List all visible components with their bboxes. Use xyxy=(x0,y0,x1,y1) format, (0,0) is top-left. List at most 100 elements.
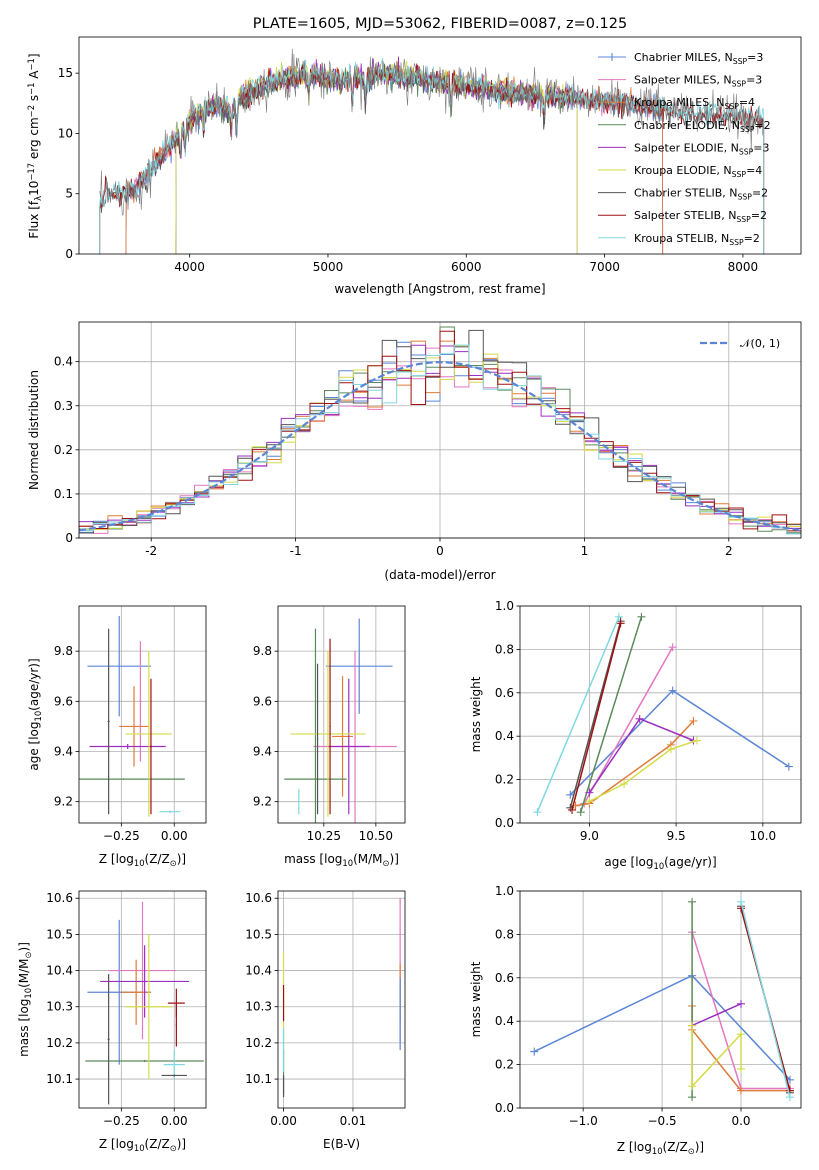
x-tick-label: 1 xyxy=(581,544,589,558)
x-axis-label: (data-model)/error xyxy=(384,568,495,582)
y-tick-label: 0.4 xyxy=(54,355,73,369)
legend-label-suffix: =2 xyxy=(754,119,770,132)
x-tick-label: 10.0 xyxy=(749,829,776,843)
y-tick-label: 15 xyxy=(58,66,73,80)
y-axis-label: age [log10(age/yr)] xyxy=(27,658,43,770)
legend-label-prefix: Kroupa STELIB, N xyxy=(634,232,729,245)
x-tick-label: 7000 xyxy=(589,260,620,274)
y-axis-label-part: )] xyxy=(17,942,31,951)
y-tick-label: 1.0 xyxy=(495,599,514,613)
x-tick-label: −0.5 xyxy=(648,1114,677,1128)
legend-label-suffix: =3 xyxy=(746,74,762,87)
weight-marker-kro_stelib xyxy=(614,612,623,621)
plot-area xyxy=(85,901,204,1105)
x-tick-label: 0.00 xyxy=(270,1114,297,1128)
legend-label-sub: SSP xyxy=(739,147,754,156)
age_vs_mass-axes: 10.25 10.50 9.2 9.4 9.6 9.8 xyxy=(253,605,406,843)
x-tick-label: 10.25 xyxy=(307,829,341,843)
y-tick-label: 9.2 xyxy=(253,795,272,809)
weight_vs_age-axes: 9.0 9.5 10.0 0.0 0.2 0.4 0.6 0.8 1.0 xyxy=(495,599,802,843)
y-tick-label: 0.6 xyxy=(495,971,514,985)
y-tick-label: 0.2 xyxy=(495,1058,514,1072)
legend-label-sub: SSP xyxy=(724,102,739,111)
mass_vs_Z-axes: −0.25 0.00 10.1 10.2 10.3 10.4 10.5 10.6 xyxy=(46,890,207,1128)
x-axis-label: E(B-V) xyxy=(323,1137,360,1151)
weight-line-kro_elodie xyxy=(691,1025,742,1089)
y-axis-label: mass [log10(M/M⊙)] xyxy=(17,942,33,1057)
x-tick-label: 8000 xyxy=(728,260,759,274)
weight-marker-cha_miles xyxy=(566,790,575,799)
legend-label-prefix: Chabrier STELIB, N xyxy=(634,187,738,200)
x-tick-label: 6000 xyxy=(451,260,482,274)
y-tick-label: 10.2 xyxy=(46,1036,73,1050)
x-axis-label-part: Z [log xyxy=(617,1140,652,1154)
axes-frame xyxy=(277,605,406,824)
legend-label-sub: SSP xyxy=(740,125,755,134)
legend-label: Salpeter STELIB, NSSP=2 xyxy=(634,209,767,224)
y-axis-label-part: −17 xyxy=(26,163,36,181)
y-tick-label: 10.6 xyxy=(245,891,272,905)
weight-marker-kro_elodie xyxy=(688,1082,697,1091)
weight-marker-sal_elodie xyxy=(635,714,644,723)
y-tick-label: 10.4 xyxy=(46,964,73,978)
y-axis-label: mass weight xyxy=(469,676,483,752)
x-axis-label: Z [log10(Z/Z⊙)] xyxy=(617,1140,704,1156)
weight-line-kro_stelib xyxy=(740,901,791,1098)
legend-label: Kroupa STELIB, NSSP=2 xyxy=(634,232,760,247)
legend-marker xyxy=(608,53,616,61)
weight-marker-sal_elodie xyxy=(585,788,594,797)
legend-label: Chabrier MILES, NSSP=3 xyxy=(634,51,763,66)
y-tick-label: 0.8 xyxy=(495,927,514,941)
x-tick-label: 0.00 xyxy=(161,829,188,843)
weight-marker-cha_miles xyxy=(530,1047,539,1056)
axes-frame xyxy=(277,890,406,1109)
x-tick-label: 0.00 xyxy=(161,1114,188,1128)
legend-label-prefix: Kroupa ELODIE, N xyxy=(634,164,732,177)
x-axis-label-part: age [log xyxy=(604,855,653,869)
axes-frame xyxy=(78,36,802,255)
weight-marker-kro_elodie xyxy=(585,797,594,806)
legend-label-suffix: =2 xyxy=(752,187,768,200)
axes-frame xyxy=(519,605,802,824)
legend-label-suffix: =2 xyxy=(751,209,767,222)
y-axis-label: Normed distribution xyxy=(27,370,41,490)
y-tick-label: 10.1 xyxy=(245,1072,272,1086)
y-tick-label: 10.3 xyxy=(245,1000,272,1014)
plot-area xyxy=(79,616,185,817)
x-axis-label-part: Z [log xyxy=(99,852,134,866)
y-axis-label-part: −1 xyxy=(26,58,36,70)
x-axis-label-part: )] xyxy=(177,1137,186,1151)
y-axis-label-part: (age/yr)] xyxy=(27,658,41,710)
y-tick-label: 0.3 xyxy=(54,399,73,413)
weight-marker-kro_stelib xyxy=(737,897,746,906)
x-axis-label-part: ⊙ xyxy=(688,1146,695,1156)
x-axis-label-part: mass [log xyxy=(284,852,342,866)
y-axis-label-part: −2 xyxy=(26,105,36,117)
x-axis-label: mass [log10(M/M⊙)] xyxy=(284,852,399,868)
weight-line-sal_stelib xyxy=(571,623,622,811)
plot-area xyxy=(284,618,397,823)
x-axis-label-part: ⊙ xyxy=(170,1143,177,1153)
plot-area xyxy=(99,48,765,254)
x-axis-label-part: (Z/Z xyxy=(145,1137,170,1151)
model-spectrum-kro_stelib xyxy=(99,58,765,254)
y-tick-label: 9.2 xyxy=(54,795,73,809)
weight-marker-kro_miles xyxy=(689,717,698,726)
y-axis-label-part: ⊙ xyxy=(23,951,33,958)
y-tick-label: 10.6 xyxy=(46,891,73,905)
legend-label: Kroupa ELODIE, NSSP=4 xyxy=(634,164,762,179)
x-tick-label: -2 xyxy=(145,544,157,558)
x-axis-label-part: (Z/Z xyxy=(663,1140,688,1154)
legend-label: Salpeter ELODIE, NSSP=3 xyxy=(634,141,770,156)
weight-marker-sal_miles xyxy=(668,643,677,652)
weight_vs_Z-axes: −1.0 −0.5 0.0 0.0 0.2 0.4 0.6 0.8 1.0 xyxy=(495,884,802,1128)
y-axis-label-part: (M/M xyxy=(17,958,31,987)
x-axis-label: Z [log10(Z/Z⊙)] xyxy=(99,1137,186,1153)
legend-label-prefix: Chabrier MILES, N xyxy=(634,51,733,64)
x-tick-label: 0 xyxy=(436,544,444,558)
y-axis-label: Flux [fλ10−17 erg cm−2 s−1 A−1] xyxy=(26,53,43,238)
normal-curve xyxy=(79,360,801,532)
model-spectrum-sal_stelib xyxy=(99,63,765,254)
weight-marker-kro_elodie xyxy=(688,1021,697,1030)
x-axis-label-part: 10 xyxy=(134,1143,145,1153)
